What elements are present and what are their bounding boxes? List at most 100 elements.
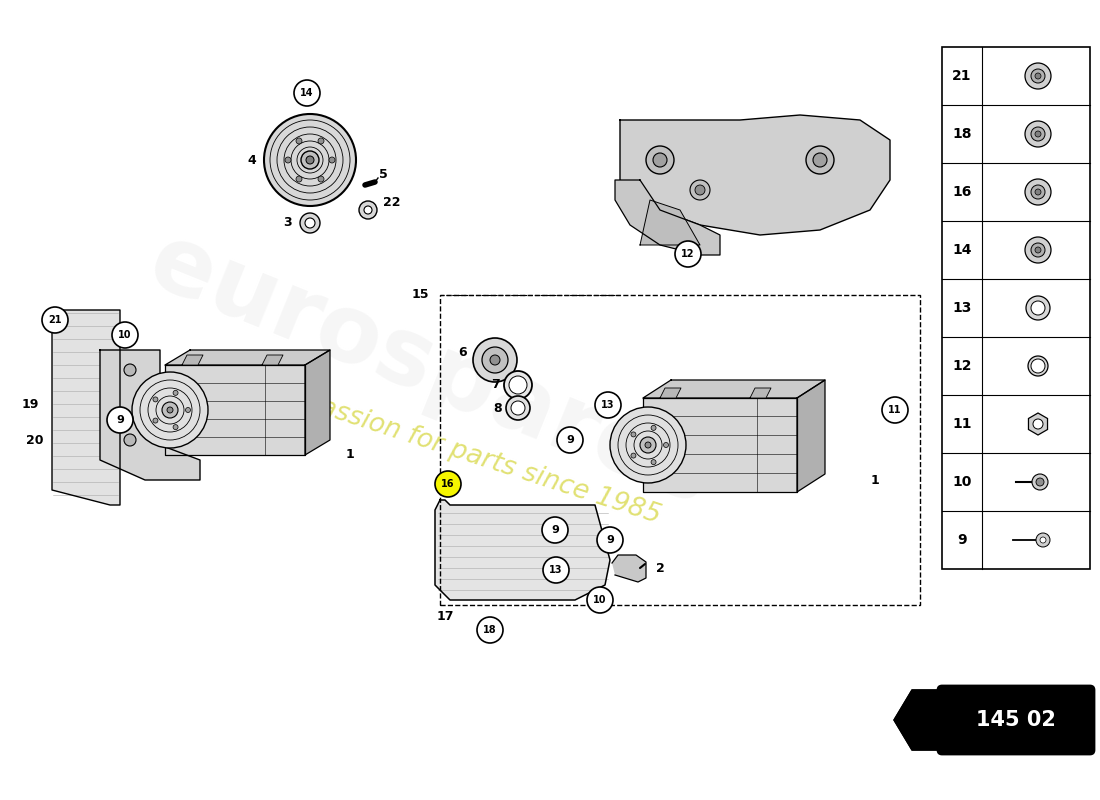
Circle shape [186, 407, 190, 413]
Circle shape [631, 432, 636, 437]
Circle shape [813, 153, 827, 167]
Circle shape [294, 80, 320, 106]
Polygon shape [620, 115, 890, 235]
Polygon shape [798, 380, 825, 492]
Text: 15: 15 [411, 289, 429, 302]
Circle shape [653, 153, 667, 167]
Polygon shape [100, 350, 200, 480]
Circle shape [675, 241, 701, 267]
Circle shape [1033, 419, 1043, 429]
Circle shape [597, 527, 623, 553]
Polygon shape [660, 388, 681, 398]
Polygon shape [165, 350, 330, 365]
Text: 14: 14 [953, 243, 971, 257]
Circle shape [1031, 127, 1045, 141]
Circle shape [318, 176, 324, 182]
Circle shape [645, 442, 651, 448]
Circle shape [646, 146, 674, 174]
Circle shape [512, 401, 525, 415]
Circle shape [542, 517, 568, 543]
Circle shape [434, 471, 461, 497]
Circle shape [640, 437, 656, 453]
Text: 22: 22 [383, 197, 400, 210]
Circle shape [695, 185, 705, 195]
Circle shape [1031, 69, 1045, 83]
Text: 6: 6 [459, 346, 468, 358]
Circle shape [167, 407, 173, 413]
Text: 11: 11 [889, 405, 902, 415]
Polygon shape [640, 200, 700, 245]
Circle shape [1026, 296, 1050, 320]
Circle shape [1036, 478, 1044, 486]
Circle shape [1035, 131, 1041, 137]
Circle shape [651, 460, 656, 465]
Circle shape [264, 114, 356, 206]
FancyBboxPatch shape [938, 686, 1094, 754]
Text: 7: 7 [492, 378, 500, 391]
Circle shape [1031, 359, 1045, 373]
Text: 12: 12 [953, 359, 971, 373]
Text: 12: 12 [681, 249, 695, 259]
Circle shape [1036, 533, 1050, 547]
Circle shape [300, 213, 320, 233]
Circle shape [509, 376, 527, 394]
Text: 1: 1 [345, 449, 354, 462]
Polygon shape [305, 350, 330, 455]
Text: 8: 8 [494, 402, 503, 414]
Circle shape [587, 587, 613, 613]
Circle shape [663, 442, 669, 447]
Polygon shape [165, 365, 305, 455]
Polygon shape [52, 310, 120, 505]
Text: 3: 3 [284, 217, 293, 230]
Polygon shape [750, 388, 771, 398]
Circle shape [595, 392, 621, 418]
Circle shape [490, 355, 500, 365]
Circle shape [651, 426, 656, 430]
Polygon shape [894, 690, 942, 750]
Circle shape [1040, 537, 1046, 543]
Text: 16: 16 [441, 479, 454, 489]
Circle shape [296, 176, 303, 182]
Polygon shape [612, 555, 646, 582]
Text: 9: 9 [606, 535, 614, 545]
Circle shape [1031, 243, 1045, 257]
Circle shape [132, 372, 208, 448]
Text: 10: 10 [119, 330, 132, 340]
Circle shape [162, 402, 178, 418]
Text: 10: 10 [593, 595, 607, 605]
Text: eurospares: eurospares [135, 215, 724, 525]
Text: 13: 13 [549, 565, 563, 575]
Circle shape [124, 364, 136, 376]
Circle shape [107, 407, 133, 433]
Circle shape [359, 201, 377, 219]
Polygon shape [182, 355, 204, 365]
Text: 1: 1 [870, 474, 879, 486]
Circle shape [364, 206, 372, 214]
Circle shape [112, 322, 138, 348]
Circle shape [173, 425, 178, 430]
Circle shape [473, 338, 517, 382]
Text: 145 02: 145 02 [976, 710, 1056, 730]
Circle shape [285, 157, 292, 163]
Circle shape [1031, 301, 1045, 315]
Polygon shape [615, 180, 720, 255]
Text: 11: 11 [953, 417, 971, 431]
Circle shape [329, 157, 336, 163]
Text: 20: 20 [26, 434, 44, 446]
Circle shape [1032, 474, 1048, 490]
Polygon shape [434, 500, 610, 600]
Circle shape [318, 138, 324, 144]
Circle shape [124, 434, 136, 446]
Circle shape [543, 557, 569, 583]
FancyBboxPatch shape [942, 47, 1090, 569]
Circle shape [296, 138, 303, 144]
Circle shape [1025, 121, 1050, 147]
Polygon shape [262, 355, 283, 365]
Text: 9: 9 [117, 415, 124, 425]
Circle shape [1035, 73, 1041, 79]
Circle shape [1035, 247, 1041, 253]
Text: a passion for parts since 1985: a passion for parts since 1985 [276, 381, 663, 529]
Text: 10: 10 [953, 475, 971, 489]
Text: 2: 2 [656, 562, 664, 574]
Text: 17: 17 [437, 610, 453, 623]
